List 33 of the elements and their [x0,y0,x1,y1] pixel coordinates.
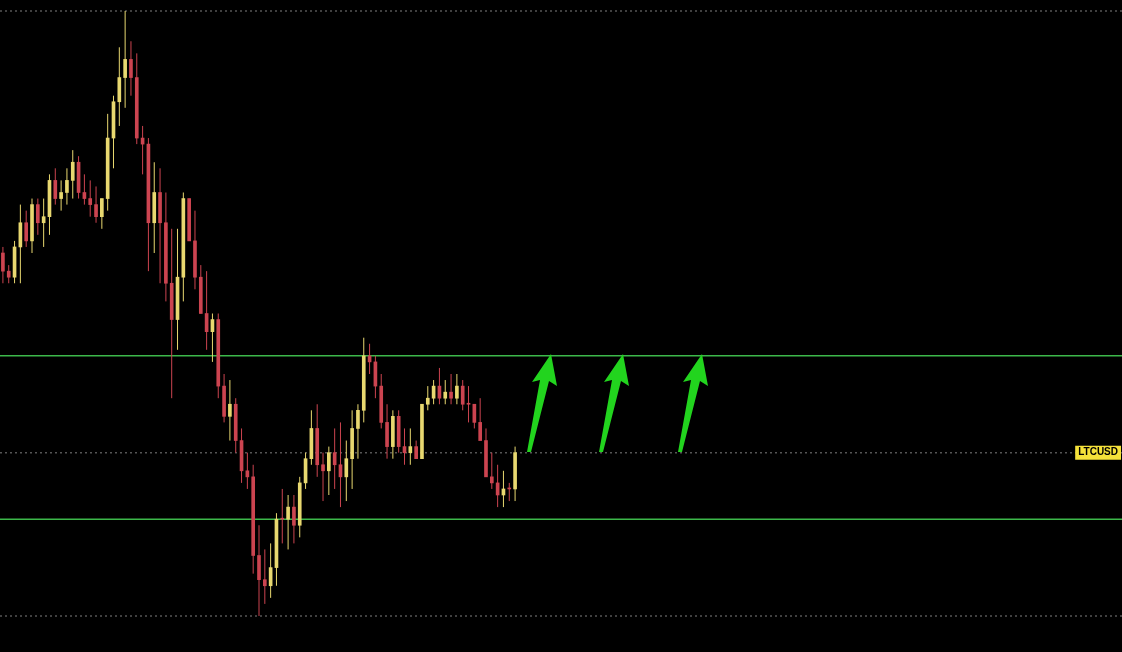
candlestick [449,373,453,405]
candlestick [321,452,325,502]
candlestick [489,452,494,490]
candlestick [70,149,75,200]
candlestick [262,548,267,605]
candlestick [65,167,69,206]
candlestick [460,379,465,411]
candlestick [344,440,349,502]
candlestick [53,167,58,206]
candlestick [327,446,331,496]
candlestick [414,440,418,460]
candlestick [59,179,63,212]
ref-line-label: LTCUSD [1078,446,1118,458]
candlestick [425,385,430,411]
candlestick [123,10,127,109]
candlestick [6,264,11,284]
candlestick [100,198,104,230]
candlestick [36,198,40,236]
candlestick [443,379,448,405]
candlestick [94,185,98,224]
candlestick [455,373,459,405]
candlestick [280,488,285,544]
candlestick [24,210,29,248]
candlestick [466,385,471,423]
candlestick [478,397,482,442]
candlestick [88,179,93,218]
candlestick [292,494,296,544]
candlestick [408,427,413,466]
candlestick [356,403,360,460]
candlestick [1,246,5,284]
candlestick [228,379,232,442]
candlestick [286,494,290,550]
candlestick [129,40,133,97]
